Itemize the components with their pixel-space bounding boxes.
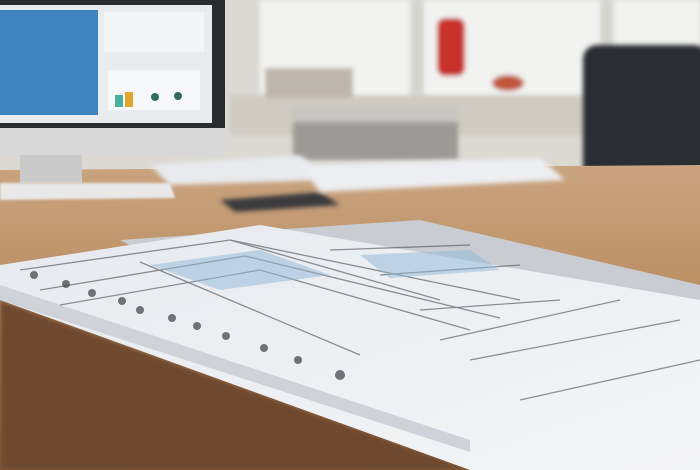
office-chair: [583, 45, 700, 185]
forms-on-desk: [0, 220, 700, 470]
background-papers: [150, 155, 565, 212]
checkmarks: [30, 271, 345, 380]
monitor: [0, 0, 225, 183]
printer: [293, 108, 458, 160]
keyboard: [0, 183, 175, 200]
vase: [437, 18, 465, 76]
